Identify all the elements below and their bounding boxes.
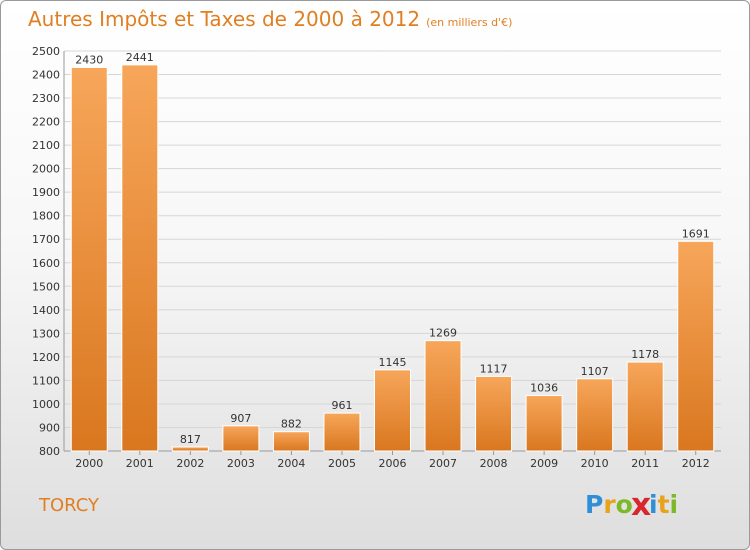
bar-value-label: 1117 <box>480 362 508 375</box>
bar-value-label: 1107 <box>581 365 609 378</box>
logo-letter: t <box>657 490 670 519</box>
y-tick-label: 1500 <box>32 280 60 293</box>
bar <box>475 375 513 452</box>
bar-value-label: 2441 <box>126 51 154 64</box>
bar <box>576 378 614 452</box>
logo-letter: P <box>585 490 604 519</box>
bar <box>222 425 260 452</box>
x-tick-label: 2010 <box>581 457 609 470</box>
bar-value-label: 882 <box>281 418 302 431</box>
bar-value-label: 1178 <box>631 348 659 361</box>
bar <box>272 431 310 452</box>
town-name: TORCY <box>39 495 100 516</box>
bar-value-label: 961 <box>331 399 352 412</box>
x-tick-label: 2006 <box>379 457 407 470</box>
bar <box>70 66 108 452</box>
logo-letter: r <box>603 490 616 519</box>
y-tick-label: 1800 <box>32 210 60 223</box>
y-tick-label: 1600 <box>32 257 60 270</box>
y-tick-label: 1400 <box>32 304 60 317</box>
bar-value-label: 817 <box>180 433 201 446</box>
bar <box>525 394 563 452</box>
x-tick-label: 2012 <box>682 457 710 470</box>
x-tick-label: 2009 <box>530 457 558 470</box>
x-tick-label: 2003 <box>227 457 255 470</box>
y-tick-label: 1700 <box>32 233 60 246</box>
logo-letter: x <box>630 486 652 523</box>
x-tick-label: 2001 <box>126 457 154 470</box>
bar-value-label: 1145 <box>379 356 407 369</box>
y-tick-label: 2100 <box>32 139 60 152</box>
y-tick-label: 1300 <box>32 327 60 340</box>
x-tick-label: 2000 <box>75 457 103 470</box>
bar <box>424 340 462 452</box>
y-tick-label: 2400 <box>32 69 60 82</box>
logo-letter: i <box>669 490 679 519</box>
x-tick-label: 2005 <box>328 457 356 470</box>
chart-title-text: Autres Impôts et Taxes de 2000 à 2012 <box>28 7 421 31</box>
y-tick-label: 2300 <box>32 92 60 105</box>
bar-value-label: 1269 <box>429 327 457 340</box>
x-tick-label: 2008 <box>480 457 508 470</box>
bar <box>626 361 664 452</box>
y-tick-label: 2200 <box>32 116 60 129</box>
x-tick-label: 2004 <box>277 457 305 470</box>
y-tick-label: 800 <box>39 445 60 458</box>
bar <box>323 412 361 452</box>
y-tick-label: 1000 <box>32 398 60 411</box>
y-tick-label: 2500 <box>32 45 60 58</box>
bar-value-label: 1691 <box>682 227 710 240</box>
x-tick-label: 2007 <box>429 457 457 470</box>
y-tick-label: 1200 <box>32 351 60 364</box>
proxiti-logo: Proxiti <box>585 486 679 522</box>
chart-title: Autres Impôts et Taxes de 2000 à 2012 (en… <box>28 7 512 31</box>
y-tick-label: 1900 <box>32 186 60 199</box>
x-tick-label: 2011 <box>631 457 659 470</box>
y-tick-label: 1100 <box>32 374 60 387</box>
bar-value-label: 1036 <box>530 381 558 394</box>
bar <box>374 369 411 452</box>
y-tick-label: 2000 <box>32 163 60 176</box>
logo-letter: o <box>615 490 633 519</box>
x-tick-label: 2002 <box>176 457 204 470</box>
logo-letter: i <box>649 490 658 519</box>
bar-value-label: 2430 <box>75 53 103 66</box>
bar <box>171 446 209 452</box>
bar <box>121 64 159 452</box>
y-tick-label: 900 <box>39 421 60 434</box>
bar-value-label: 907 <box>230 412 251 425</box>
unit-note: (en milliers d'€) <box>426 16 513 29</box>
bar <box>677 240 715 452</box>
